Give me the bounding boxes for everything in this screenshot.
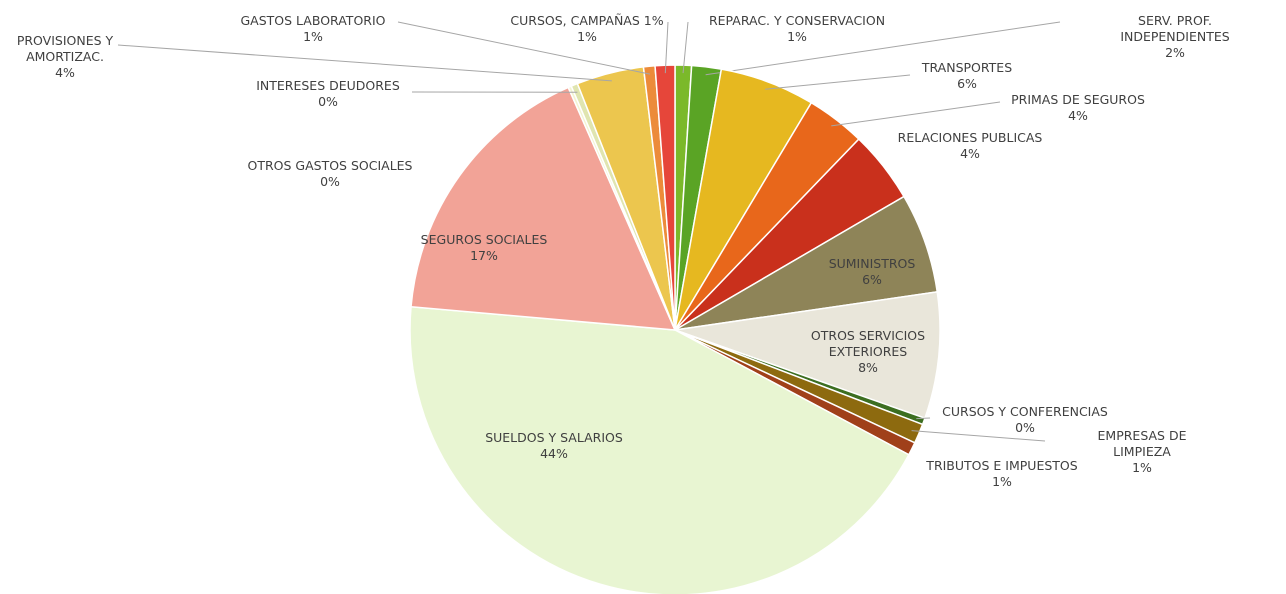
pie-slice bbox=[410, 86, 677, 331]
value-label: 0% bbox=[1015, 420, 1035, 435]
leader-line bbox=[831, 101, 1001, 127]
category-label: SUMINISTROS bbox=[828, 256, 916, 271]
leader-line bbox=[117, 44, 612, 82]
value-label: 4% bbox=[1068, 108, 1088, 123]
category-label: OTROS GASTOS SOCIALES bbox=[247, 158, 413, 173]
category-label: CURSOS Y CONFERENCIAS bbox=[942, 404, 1108, 419]
leader-line bbox=[911, 430, 1046, 442]
value-label: 1% bbox=[577, 29, 597, 44]
data-label: CURSOS Y CONFERENCIAS 0% bbox=[942, 404, 1108, 436]
value-label: 17% bbox=[470, 248, 498, 263]
value-label: 0% bbox=[318, 94, 338, 109]
data-label: OTROS GASTOS SOCIALES 0% bbox=[248, 158, 413, 190]
category-label: SERV. PROF. INDEPENDIENTES bbox=[1120, 13, 1230, 44]
category-label: GASTOS LABORATORIO bbox=[240, 13, 386, 28]
data-label: OTROS SERVICIOS EXTERIORES 8% bbox=[811, 328, 925, 376]
data-label: PRIMAS DE SEGUROS 4% bbox=[1011, 92, 1145, 124]
data-label: CURSOS, CAMPAÑAS 1% 1% bbox=[510, 13, 663, 45]
leader-line bbox=[916, 417, 931, 420]
category-label: TRIBUTOS E IMPUESTOS bbox=[926, 458, 1078, 473]
data-label: RELACIONES PUBLICAS 4% bbox=[898, 130, 1043, 162]
category-label: SEGUROS SOCIALES bbox=[420, 232, 548, 247]
category-label: PRIMAS DE SEGUROS bbox=[1011, 92, 1145, 107]
value-label: 1% bbox=[1132, 460, 1152, 475]
data-label: PROVISIONES Y AMORTIZAC. 4% bbox=[17, 33, 113, 81]
value-label: 6% bbox=[957, 76, 977, 91]
data-label: TRANSPORTES 6% bbox=[922, 60, 1012, 92]
category-label: PROVISIONES Y AMORTIZAC. bbox=[16, 33, 114, 64]
value-label: 4% bbox=[960, 146, 980, 161]
pie-slice bbox=[654, 64, 676, 331]
category-label: CURSOS, CAMPAÑAS 1% bbox=[510, 13, 664, 28]
category-label: SUELDOS Y SALARIOS bbox=[485, 430, 623, 445]
data-label: REPARAC. Y CONSERVACION 1% bbox=[709, 13, 885, 45]
data-label: SUELDOS Y SALARIOS 44% bbox=[485, 430, 623, 462]
value-label: 1% bbox=[303, 29, 323, 44]
value-label: 4% bbox=[55, 65, 75, 80]
value-label: 6% bbox=[862, 272, 882, 287]
leader-line bbox=[682, 21, 689, 74]
value-label: 44% bbox=[540, 446, 568, 461]
category-label: INTERESES DEUDORES bbox=[256, 78, 400, 93]
value-label: 0% bbox=[320, 174, 340, 189]
data-label: SEGUROS SOCIALES 17% bbox=[421, 232, 548, 264]
value-label: 2% bbox=[1165, 45, 1185, 60]
leader-line bbox=[705, 21, 1061, 76]
data-label: TRIBUTOS E IMPUESTOS 1% bbox=[926, 458, 1077, 490]
data-label: SUMINISTROS 6% bbox=[829, 256, 916, 288]
category-label: TRANSPORTES bbox=[921, 60, 1013, 75]
data-label: EMPRESAS DE LIMPIEZA 1% bbox=[1070, 428, 1214, 476]
category-label: EMPRESAS DE LIMPIEZA bbox=[1097, 428, 1187, 459]
value-label: 1% bbox=[787, 29, 807, 44]
category-label: RELACIONES PUBLICAS bbox=[897, 130, 1043, 145]
pie-slice bbox=[409, 305, 910, 594]
value-label: 8% bbox=[858, 360, 878, 375]
category-label: REPARAC. Y CONSERVACION bbox=[708, 13, 886, 28]
data-label: SERV. PROF. INDEPENDIENTES 2% bbox=[1120, 13, 1231, 61]
leader-line bbox=[397, 21, 651, 75]
leader-line bbox=[765, 74, 911, 90]
leader-line bbox=[664, 21, 669, 74]
pie-slice bbox=[674, 290, 941, 420]
value-label: 1% bbox=[992, 474, 1012, 489]
data-label: GASTOS LABORATORIO 1% bbox=[241, 13, 386, 45]
data-label: INTERESES DEUDORES 0% bbox=[256, 78, 400, 110]
category-label: OTROS SERVICIOS EXTERIORES bbox=[810, 328, 926, 359]
